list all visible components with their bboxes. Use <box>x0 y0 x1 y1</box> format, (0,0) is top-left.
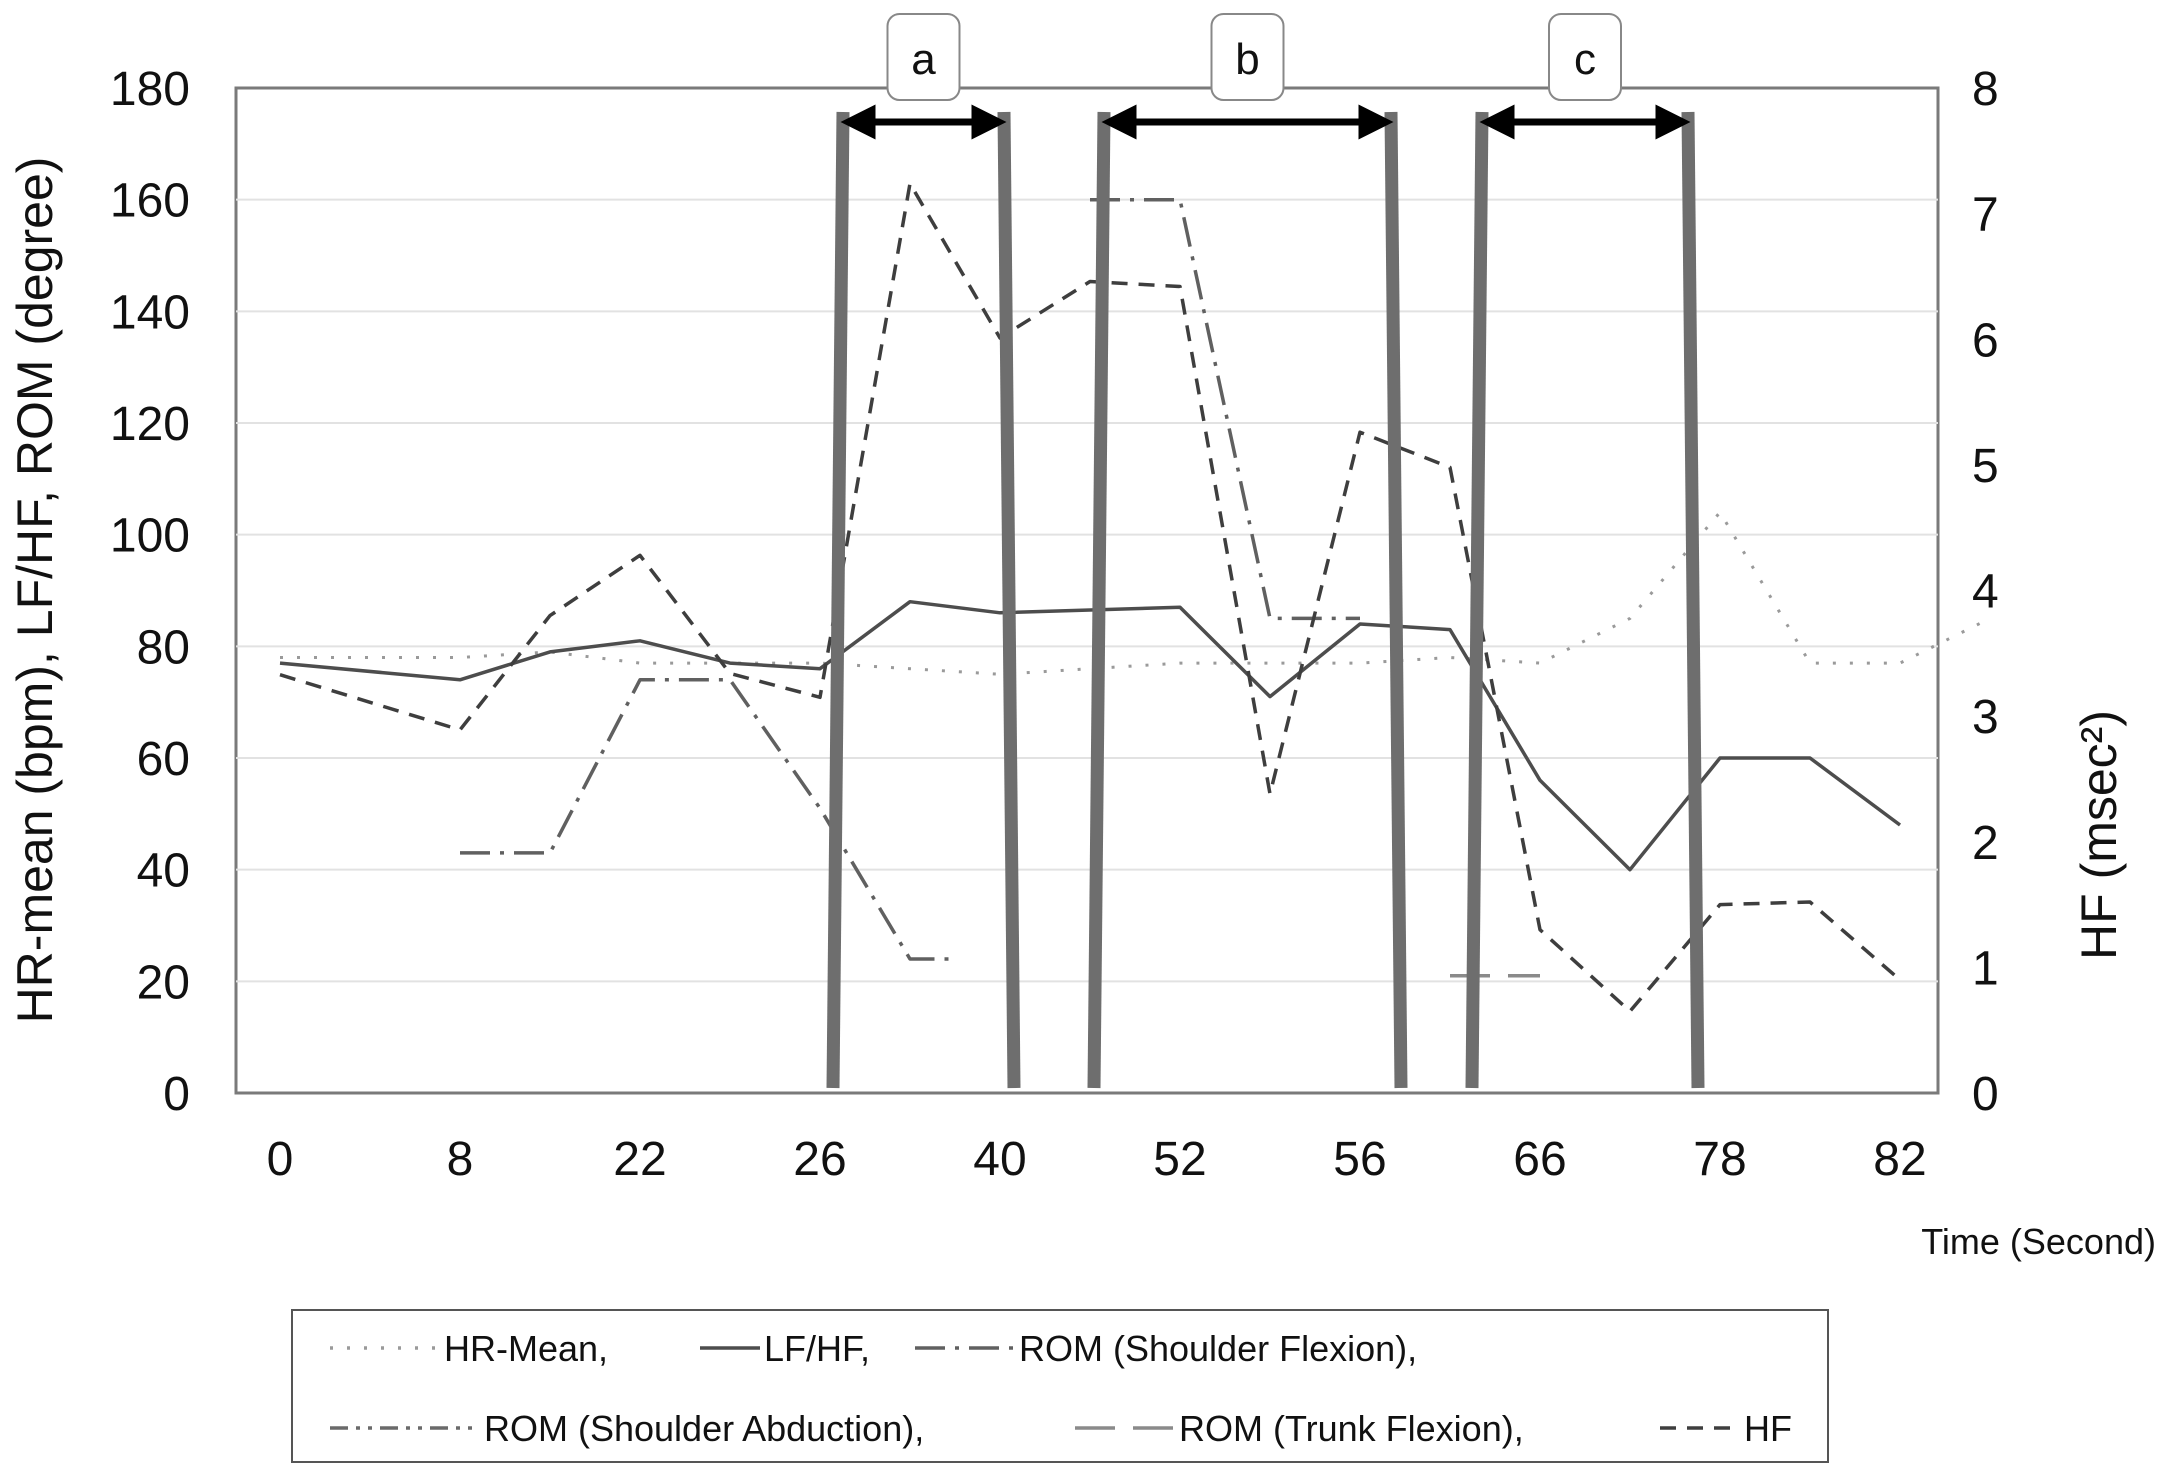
y-right-tick-label: 8 <box>1972 63 1999 116</box>
y-left-tick-label: 120 <box>110 398 190 451</box>
y-left-tick-label: 100 <box>110 510 190 563</box>
y-left-tick-label: 0 <box>163 1068 190 1121</box>
legend-item-hf: HF <box>1660 1408 1792 1449</box>
y-right-tick-label: 5 <box>1972 440 1999 493</box>
legend-item-rom_shoulder_flexion: ROM (Shoulder Flexion), <box>915 1328 1417 1369</box>
interval-label-box <box>1548 13 1622 101</box>
y-right-tick-label: 2 <box>1972 817 1999 870</box>
interval-label: c <box>1574 35 1596 84</box>
y-axis-left-title: HR-mean (bpm), LF/HF, ROM (degree) <box>7 157 63 1024</box>
x-tick-label: 66 <box>1513 1133 1566 1186</box>
y-left-tick-label: 80 <box>137 621 190 674</box>
series-line-rom_shoulder_flexion <box>460 678 955 961</box>
interval-label-box <box>1210 13 1285 101</box>
x-tick-label: 56 <box>1333 1133 1386 1186</box>
y-right-tick-label: 0 <box>1972 1068 1999 1121</box>
y-right-tick-label: 6 <box>1972 314 1999 367</box>
legend-item-rom_shoulder_abduction: ROM (Shoulder Abduction), <box>330 1408 924 1449</box>
legend-item-rom_trunk_flexion: ROM (Trunk Flexion), <box>1075 1408 1524 1449</box>
plot-area-border <box>234 86 1940 1095</box>
series-line-hr_mean <box>280 510 1991 676</box>
legend-item-hr_mean: HR-Mean, <box>330 1328 608 1369</box>
x-axis-title: Time (Second) <box>1921 1221 2156 1262</box>
legend-item-lf_hf: LF/HF, <box>700 1328 870 1369</box>
y-right-tick-label: 3 <box>1972 691 1999 744</box>
y-left-tick-label: 160 <box>110 175 190 228</box>
x-tick-label: 8 <box>447 1133 474 1186</box>
x-tick-label: 82 <box>1873 1133 1926 1186</box>
interval-boundary-bar <box>1681 111 1705 1089</box>
x-tick-label: 40 <box>973 1133 1026 1186</box>
legend-label: ROM (Shoulder Flexion), <box>1019 1328 1417 1369</box>
legend-label: ROM (Shoulder Abduction), <box>484 1408 924 1449</box>
series-line-rom_shoulder_flexion <box>1090 197 1360 621</box>
x-tick-label: 52 <box>1153 1133 1206 1186</box>
y-axis-right-title: HF (msec²) <box>2071 710 2127 960</box>
interval-label: b <box>1235 35 1259 84</box>
interval-boundary-bar <box>1087 111 1111 1089</box>
x-ticks: 0 8 22 26 40 52 56 66 78 82 <box>267 1133 1927 1186</box>
x-tick-label: 22 <box>613 1133 666 1186</box>
y-left-tick-label: 60 <box>137 733 190 786</box>
y-right-ticks: 0 1 2 3 4 5 6 7 8 <box>1972 63 1999 1121</box>
y-left-tick-label: 140 <box>110 286 190 339</box>
interval-label-box <box>886 13 961 101</box>
legend: HR-Mean, LF/HF, ROM (Shoulder Flexion), ROM… <box>330 1328 1792 1449</box>
interval-boundary-bar <box>997 111 1021 1089</box>
x-tick-label: 78 <box>1693 1133 1746 1186</box>
y-left-tick-label: 40 <box>137 845 190 898</box>
legend-label: HF <box>1744 1408 1792 1449</box>
y-left-tick-label: 20 <box>137 956 190 1009</box>
series-layer <box>279 181 1991 1014</box>
interval-layer: a b c <box>826 13 1705 1089</box>
legend-label: ROM (Trunk Flexion), <box>1179 1408 1524 1449</box>
interval-label: a <box>911 35 936 84</box>
series-line-lf_hf <box>279 599 1902 872</box>
legend-label: HR-Mean, <box>444 1328 608 1369</box>
y-right-tick-label: 7 <box>1972 189 1999 242</box>
y-right-tick-label: 4 <box>1972 566 1999 619</box>
legend-label: LF/HF, <box>764 1328 870 1369</box>
interval-boundary-bar <box>826 111 850 1089</box>
x-tick-label: 0 <box>267 1133 294 1186</box>
y-left-tick-label: 180 <box>110 63 190 116</box>
x-tick-label: 26 <box>793 1133 846 1186</box>
gridlines <box>236 198 1938 983</box>
interval-boundary-bar <box>1465 111 1489 1089</box>
y-right-tick-label: 1 <box>1972 942 1999 995</box>
interval-boundary-bar <box>1384 111 1408 1089</box>
y-left-ticks: 0 20 40 60 80 100 120 140 160 180 <box>110 63 190 1121</box>
legend-box <box>291 1309 1829 1463</box>
